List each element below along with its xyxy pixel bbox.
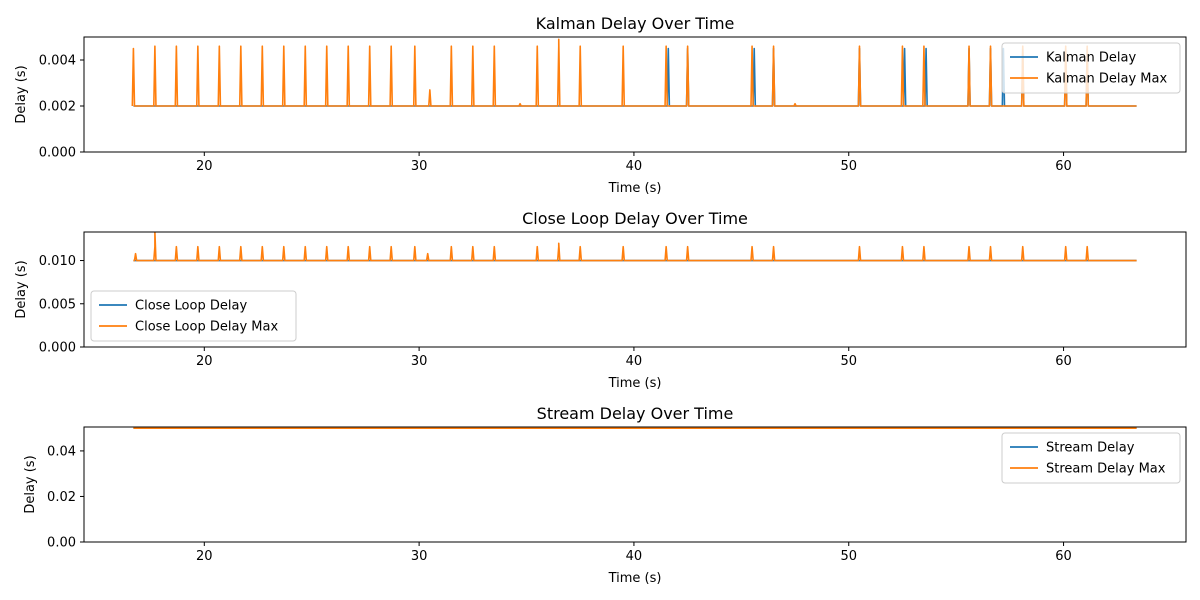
- subplot-1: Kalman Delay Over Time 20 30 40 50 60 0.000 0.0…: [14, 14, 1187, 196]
- legend-box: [1001, 432, 1181, 484]
- x-tick-label: 20: [196, 354, 213, 369]
- x-tick-label: 30: [411, 159, 428, 174]
- y-tick-label: 0.004: [39, 54, 76, 69]
- x-axis-label: Time (s): [608, 376, 662, 391]
- y-axis-label: Delay (s): [14, 260, 29, 318]
- y-tick-label: 0.02: [47, 490, 76, 505]
- x-tick-label: 20: [196, 159, 213, 174]
- legend-label: Close Loop Delay: [135, 299, 247, 314]
- x-axis-label: Time (s): [608, 571, 662, 586]
- y-tick-label: 0.002: [39, 100, 76, 115]
- legend-label: Kalman Delay Max: [1046, 72, 1167, 87]
- y-axis-label: Delay (s): [14, 65, 29, 123]
- y-tick-label: 0.000: [39, 341, 76, 356]
- subplot-2: Close Loop Delay Over Time 20 30 40 50 60 0.00…: [14, 209, 1187, 391]
- subplot-3: Stream Delay Over Time 20 30 40 50 60 0.00 0.02…: [23, 404, 1187, 586]
- x-tick-label: 50: [840, 549, 857, 564]
- series-line-max: [133, 232, 1137, 262]
- subplot-title: Stream Delay Over Time: [537, 404, 734, 423]
- x-tick-label: 40: [626, 549, 643, 564]
- x-tick-label: 20: [196, 549, 213, 564]
- y-tick-label: 0.000: [39, 146, 76, 161]
- x-tick-label: 60: [1055, 549, 1072, 564]
- legend-box: [1001, 42, 1181, 94]
- legend-label: Stream Delay Max: [1046, 462, 1166, 477]
- axes-frame: [83, 426, 1187, 543]
- subplot-title: Kalman Delay Over Time: [536, 14, 735, 33]
- y-tick-label: 0.005: [39, 297, 76, 312]
- y-axis-label: Delay (s): [23, 455, 38, 513]
- axes-frame: [83, 36, 1187, 153]
- y-tick-label: 0.04: [47, 444, 76, 459]
- x-tick-label: 30: [411, 549, 428, 564]
- x-tick-label: 40: [626, 159, 643, 174]
- axes-frame: [83, 231, 1187, 348]
- legend: Stream Delay Stream Delay Max: [1001, 432, 1181, 484]
- x-tick-label: 60: [1055, 354, 1072, 369]
- legend-box: [90, 290, 297, 342]
- x-tick-label: 50: [840, 354, 857, 369]
- x-tick-label: 30: [411, 354, 428, 369]
- series-line-max: [131, 38, 1137, 107]
- legend-label: Kalman Delay: [1046, 51, 1136, 66]
- legend: Close Loop Delay Close Loop Delay Max: [90, 290, 297, 342]
- series-group: [133, 232, 1137, 262]
- subplot-title: Close Loop Delay Over Time: [522, 209, 748, 228]
- series-group: [131, 38, 1137, 107]
- x-tick-label: 60: [1055, 159, 1072, 174]
- legend: Kalman Delay Kalman Delay Max: [1001, 42, 1181, 94]
- y-tick-label: 0.00: [47, 536, 76, 551]
- legend-label: Stream Delay: [1046, 441, 1135, 456]
- x-tick-label: 40: [626, 354, 643, 369]
- x-tick-label: 50: [840, 159, 857, 174]
- y-tick-label: 0.010: [39, 254, 76, 269]
- legend-label: Close Loop Delay Max: [135, 320, 278, 335]
- x-axis-label: Time (s): [608, 181, 662, 196]
